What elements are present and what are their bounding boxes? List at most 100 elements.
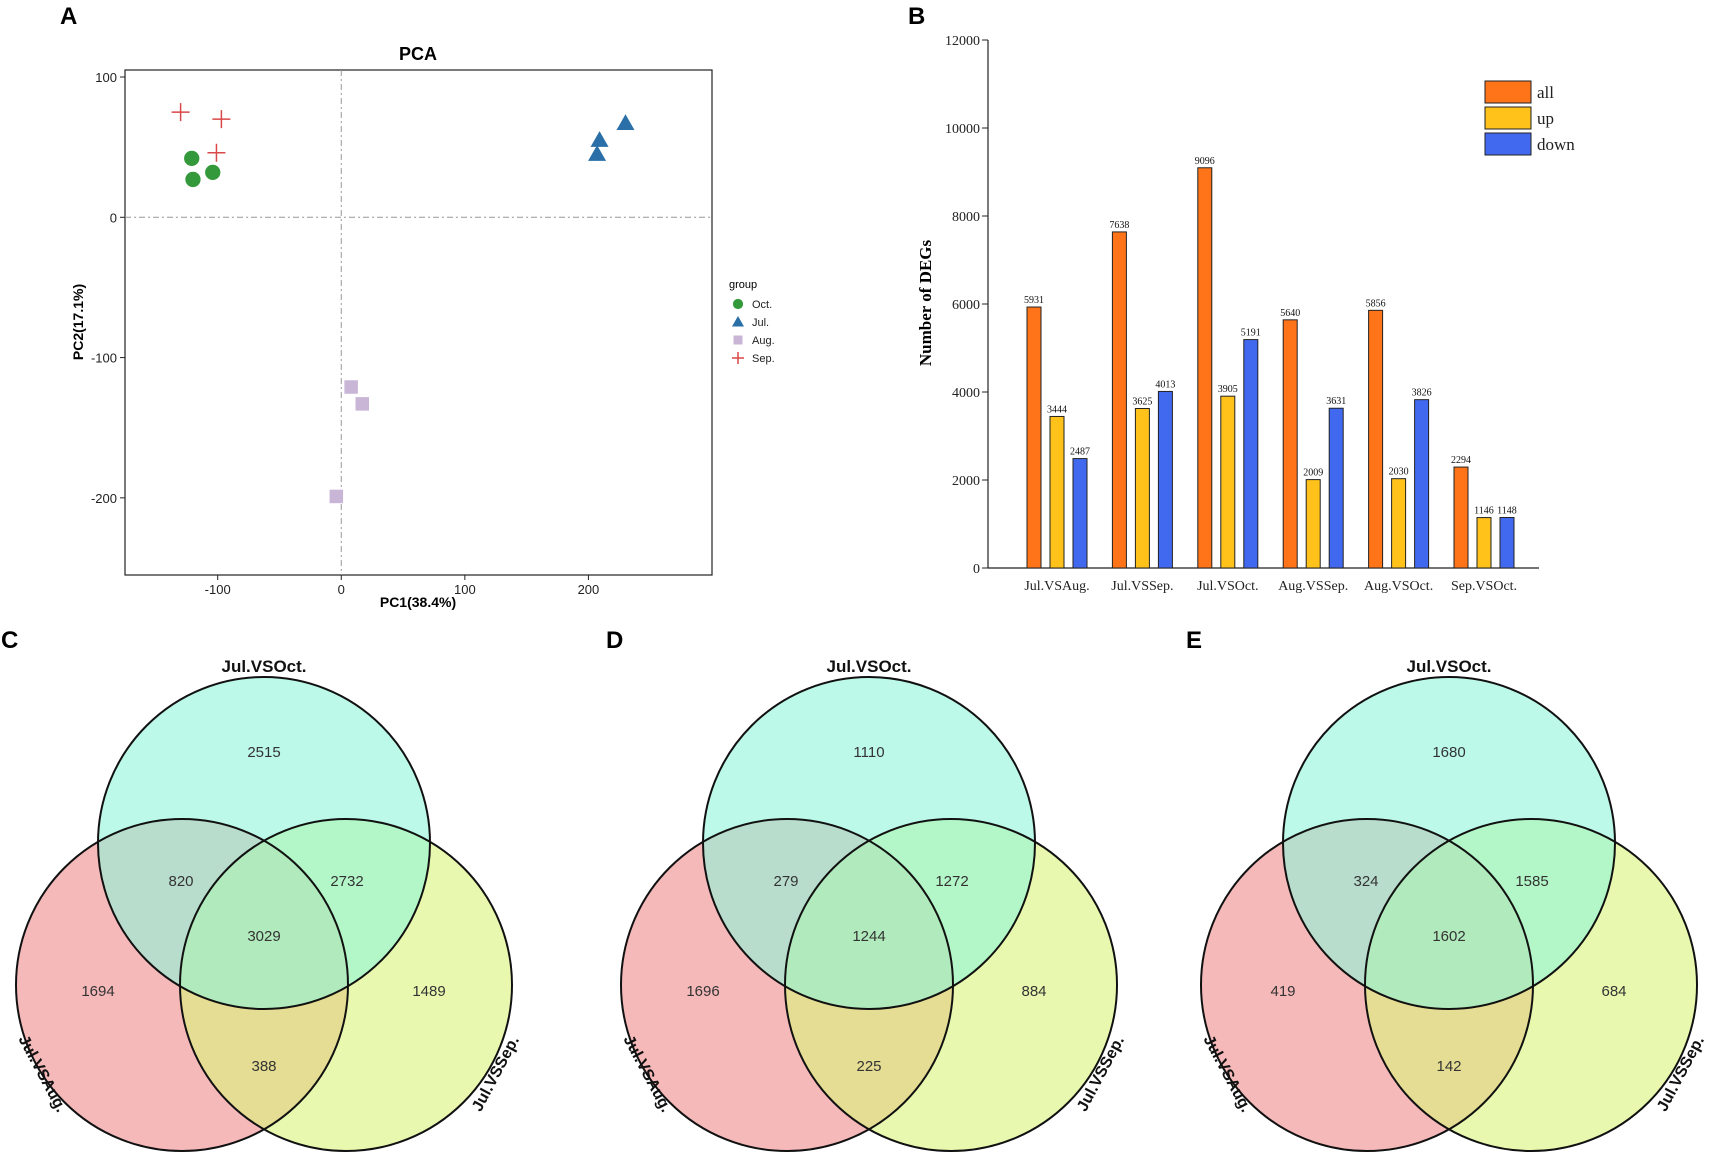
bar-all bbox=[1026, 306, 1042, 569]
bar-category-label: Aug.VSOct. bbox=[1364, 579, 1433, 594]
venn-circles bbox=[1200, 676, 1698, 1152]
pca-legend-marker-jul bbox=[732, 316, 744, 327]
bar-y-tick-label: 10000 bbox=[945, 122, 980, 137]
pca-point-sep bbox=[171, 103, 190, 122]
bar-value-label: 2009 bbox=[1303, 468, 1323, 479]
venn-outline-right bbox=[179, 818, 513, 1152]
bar-value-label: 3826 bbox=[1412, 388, 1432, 399]
pca-legend-marker-sep bbox=[732, 352, 744, 364]
bar-legend-swatch-down bbox=[1484, 132, 1532, 156]
pca-point-aug bbox=[355, 397, 370, 411]
panel-a-pca: A PCA -100 0 100 200 100 0 -100 -200 PC1(38.4%… bbox=[60, 3, 775, 610]
pca-y-tick-label: 100 bbox=[95, 70, 117, 85]
bar-y-ticks: 0 2000 4000 6000 8000 10000 12000 bbox=[945, 34, 988, 577]
venn-outline-top bbox=[1282, 676, 1616, 1010]
panel-letter-b: B bbox=[908, 3, 925, 30]
venn-outline-left bbox=[1200, 818, 1534, 1152]
bar-y-tick-label: 8000 bbox=[952, 210, 980, 225]
bar-value-label: 5856 bbox=[1366, 298, 1386, 309]
venn-count-center: 3029 bbox=[247, 928, 280, 945]
venn-count-left-only: 1694 bbox=[81, 983, 114, 1000]
bar-down bbox=[1072, 458, 1088, 569]
bar-category-label: Jul.VSSep. bbox=[1111, 579, 1173, 594]
venn-outline-top bbox=[702, 676, 1036, 1010]
bar-up bbox=[1134, 408, 1150, 569]
pca-x-tick-label: 0 bbox=[338, 582, 345, 597]
bar-all bbox=[1282, 319, 1298, 569]
venn-count-top-right: 1585 bbox=[1515, 873, 1548, 890]
bar-value-label: 5931 bbox=[1024, 295, 1044, 306]
bar-value-label: 2294 bbox=[1451, 455, 1471, 466]
pca-point-jul bbox=[590, 131, 609, 147]
venn-outline-left bbox=[620, 818, 954, 1152]
pca-x-tick-label: 200 bbox=[578, 582, 600, 597]
bar-up bbox=[1049, 415, 1065, 569]
pca-legend-label: Sep. bbox=[752, 353, 775, 365]
pca-point-oct bbox=[185, 171, 201, 188]
pca-y-axis-label: PC2(17.1%) bbox=[70, 284, 86, 360]
venn-count-right-only: 884 bbox=[1021, 983, 1046, 1000]
venn-count-top-only: 1680 bbox=[1432, 744, 1465, 761]
venn-count-right-only: 1489 bbox=[412, 983, 445, 1000]
venn-outline-right bbox=[1364, 818, 1698, 1152]
bar-legend-label: all bbox=[1537, 83, 1554, 102]
bar-value-label: 2030 bbox=[1389, 467, 1409, 478]
bar-up bbox=[1305, 479, 1321, 569]
pca-legend-title: group bbox=[729, 279, 757, 291]
panel-letter-d: D bbox=[606, 627, 623, 654]
bar-y-tick-label: 4000 bbox=[952, 386, 980, 401]
pca-points bbox=[171, 103, 635, 504]
bar-all bbox=[1368, 309, 1384, 569]
pca-point-jul bbox=[588, 145, 607, 161]
pca-point-sep bbox=[212, 110, 231, 129]
venn-count-top-right: 2732 bbox=[330, 873, 363, 890]
bar-value-label: 5640 bbox=[1280, 308, 1300, 319]
venn-circles bbox=[620, 676, 1118, 1152]
panel-b-bar-chart: B 0 2000 4000 6000 8000 10000 12000 5931 3444 24… bbox=[908, 3, 1575, 594]
pca-legend-label: Oct. bbox=[752, 299, 772, 311]
bar-value-label: 5191 bbox=[1241, 328, 1261, 339]
bar-value-label: 4013 bbox=[1155, 379, 1175, 390]
venn-circle-top bbox=[1283, 677, 1615, 1009]
pca-x-tick-label: -100 bbox=[205, 582, 231, 597]
bar-value-label: 3444 bbox=[1047, 404, 1067, 415]
pca-point-aug bbox=[344, 380, 358, 394]
bar-y-tick-label: 2000 bbox=[952, 474, 980, 489]
venn-count-top-left: 279 bbox=[773, 873, 798, 890]
pca-legend-label: Aug. bbox=[752, 335, 775, 347]
venn-count-right-only: 684 bbox=[1601, 983, 1626, 1000]
pca-title: PCA bbox=[399, 44, 437, 64]
venn-outline-right bbox=[784, 818, 1118, 1152]
bar-down bbox=[1157, 390, 1173, 569]
bar-legend-swatch-up bbox=[1484, 106, 1532, 130]
bar-category-label: Aug.VSSep. bbox=[1278, 579, 1348, 594]
pca-plot-area bbox=[124, 69, 713, 576]
venn-set-label-top: Jul.VSOct. bbox=[1406, 657, 1491, 676]
pca-point-jul bbox=[616, 114, 635, 131]
bar-legend: all up down bbox=[1484, 80, 1575, 156]
pca-y-tick-label: -200 bbox=[91, 491, 117, 506]
bar-y-axis-label: Number of DEGs bbox=[916, 239, 935, 366]
venn-circle-top bbox=[703, 677, 1035, 1009]
venn-count-left-right: 142 bbox=[1436, 1058, 1461, 1075]
bar-all bbox=[1111, 231, 1127, 569]
pca-legend-marker-oct bbox=[732, 298, 744, 310]
bar-y-tick-label: 6000 bbox=[952, 298, 980, 313]
venn-set-label-top: Jul.VSOct. bbox=[221, 657, 306, 676]
pca-y-tick-label: -100 bbox=[91, 351, 117, 366]
panel-letter-a: A bbox=[60, 3, 77, 30]
bar-category-label: Jul.VSAug. bbox=[1024, 579, 1089, 594]
pca-y-tick-label: 0 bbox=[110, 210, 117, 225]
bar-value-label: 3625 bbox=[1132, 397, 1152, 408]
venn-count-top-left: 324 bbox=[1353, 873, 1378, 890]
bar-category-label: Jul.VSOct. bbox=[1197, 579, 1258, 594]
pca-point-aug bbox=[329, 489, 344, 504]
bar-legend-label: up bbox=[1537, 109, 1554, 128]
bar-x-tick-labels: Jul.VSAug. Jul.VSSep. Jul.VSOct. Aug.VSSep.… bbox=[1024, 579, 1517, 594]
bar-value-label: 1148 bbox=[1497, 505, 1517, 516]
venn-count-left-right: 388 bbox=[251, 1058, 276, 1075]
bar-value-label: 3905 bbox=[1218, 384, 1238, 395]
pca-legend-label: Jul. bbox=[752, 317, 769, 329]
venn-count-top-right: 1272 bbox=[935, 873, 968, 890]
